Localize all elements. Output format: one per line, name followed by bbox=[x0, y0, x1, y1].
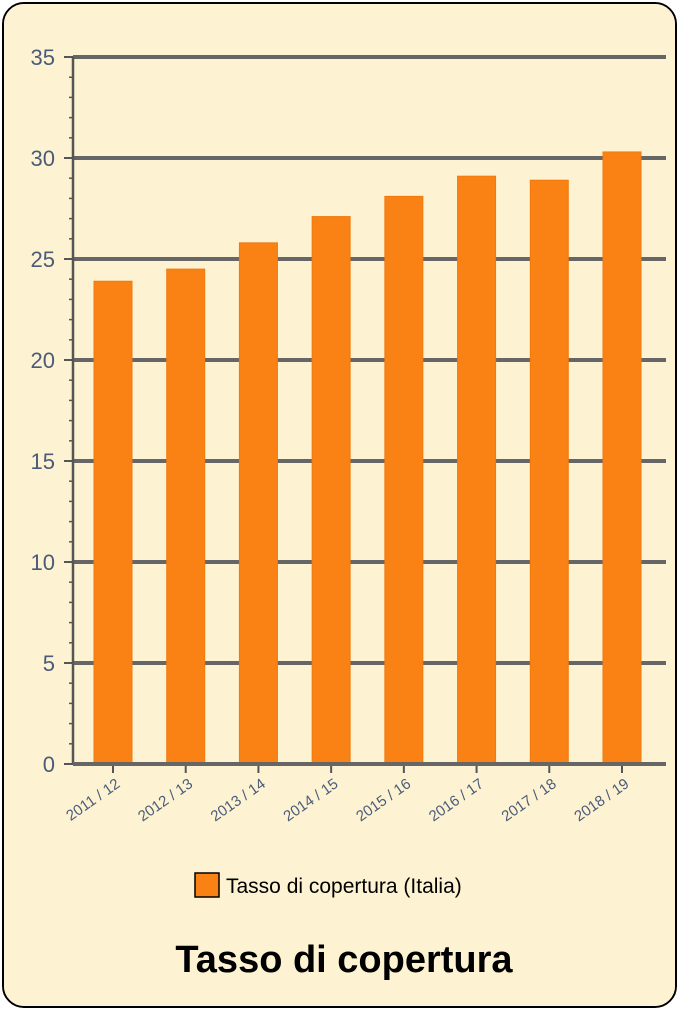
bar bbox=[238, 242, 278, 765]
y-tick-labels: 0 5 10 15 20 25 30 35 bbox=[31, 45, 55, 777]
y-tick-label: 35 bbox=[31, 45, 55, 70]
chart-title: Tasso di copertura bbox=[175, 939, 513, 981]
y-tick-label: 15 bbox=[31, 449, 55, 474]
legend-swatch bbox=[194, 872, 220, 898]
y-tick-label: 25 bbox=[31, 247, 55, 272]
axes bbox=[64, 56, 666, 773]
y-tick-label: 20 bbox=[31, 348, 55, 373]
bar bbox=[93, 280, 133, 765]
legend: Tasso di copertura (Italia) bbox=[194, 872, 462, 898]
bar bbox=[166, 268, 206, 765]
bar bbox=[384, 195, 424, 765]
y-tick-label: 5 bbox=[43, 651, 55, 676]
bar bbox=[311, 216, 351, 765]
y-tick-label: 0 bbox=[43, 752, 55, 777]
bar bbox=[602, 151, 642, 765]
y-tick-label: 30 bbox=[31, 146, 55, 171]
bar bbox=[529, 179, 569, 765]
y-tick-label: 10 bbox=[31, 550, 55, 575]
legend-label: Tasso di copertura (Italia) bbox=[226, 875, 462, 898]
bar bbox=[457, 175, 497, 765]
